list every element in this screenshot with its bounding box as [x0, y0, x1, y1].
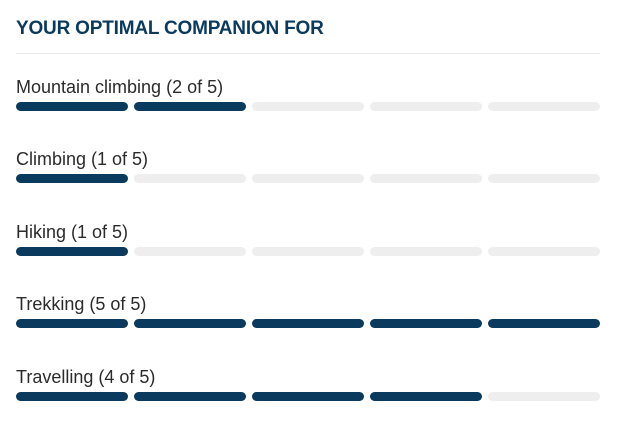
rating-segment-filled: [16, 174, 128, 183]
rating-segment-filled: [134, 102, 246, 111]
rating-segment-empty: [252, 174, 364, 183]
rating-bar: [16, 247, 600, 256]
rating-segment-filled: [370, 392, 482, 401]
rating-segment-filled: [488, 319, 600, 328]
rating-segment-empty: [370, 102, 482, 111]
rating-segment-empty: [488, 102, 600, 111]
rating-segment-filled: [134, 319, 246, 328]
rating-travelling: Travelling (4 of 5): [16, 366, 600, 401]
rating-label: Trekking (5 of 5): [16, 294, 147, 314]
rating-segment-filled: [16, 247, 128, 256]
rating-label: Climbing (1 of 5): [16, 149, 149, 169]
rating-segment-filled: [134, 392, 246, 401]
rating-segment-empty: [134, 247, 246, 256]
rating-bar: [16, 102, 600, 111]
section-title: YOUR OPTIMAL COMPANION FOR: [16, 18, 324, 39]
rating-segment-empty: [252, 102, 364, 111]
rating-segment-empty: [488, 392, 600, 401]
rating-segment-filled: [16, 319, 128, 328]
rating-segment-empty: [488, 247, 600, 256]
rating-label: Mountain climbing (2 of 5): [16, 77, 224, 97]
rating-segment-empty: [488, 174, 600, 183]
rating-segment-empty: [370, 247, 482, 256]
title-divider: [16, 53, 600, 54]
rating-segment-filled: [252, 319, 364, 328]
rating-segment-filled: [16, 392, 128, 401]
rating-segment-empty: [134, 174, 246, 183]
rating-segment-empty: [370, 174, 482, 183]
rating-mountain-climbing: Mountain climbing (2 of 5): [16, 76, 600, 111]
rating-segment-filled: [252, 392, 364, 401]
rating-segment-empty: [252, 247, 364, 256]
rating-bar: [16, 392, 600, 401]
rating-climbing: Climbing (1 of 5): [16, 148, 600, 183]
rating-hiking: Hiking (1 of 5): [16, 221, 600, 256]
rating-label: Hiking (1 of 5): [16, 222, 129, 242]
rating-bar: [16, 174, 600, 183]
rating-segment-filled: [16, 102, 128, 111]
rating-bar: [16, 319, 600, 328]
rating-segment-filled: [370, 319, 482, 328]
rating-trekking: Trekking (5 of 5): [16, 293, 600, 328]
rating-label: Travelling (4 of 5): [16, 367, 156, 387]
